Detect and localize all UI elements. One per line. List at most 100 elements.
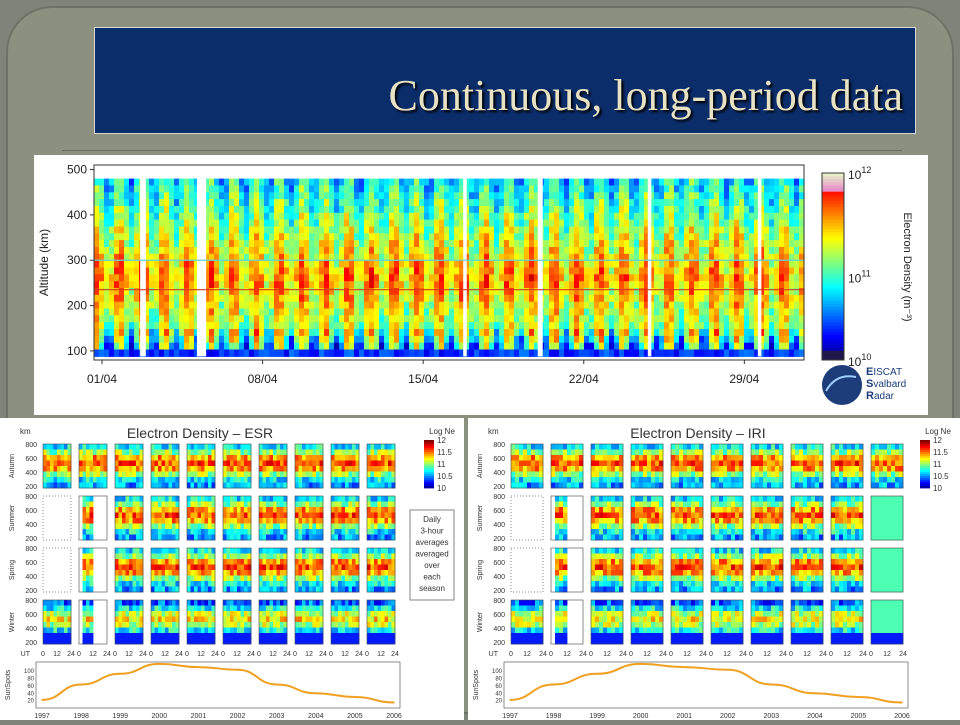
season-label: Winter xyxy=(477,611,484,632)
ut-tick-label: 12 xyxy=(305,651,313,658)
ut-tick-label: 12 xyxy=(763,651,771,658)
unit-label: km xyxy=(20,427,31,436)
mini-y-tick: 800 xyxy=(25,442,37,449)
year-tick-label: 1998 xyxy=(546,713,562,720)
season-cell xyxy=(43,496,71,540)
year-tick-label: 2002 xyxy=(230,713,246,720)
ut-tick-label: 24 xyxy=(779,651,787,658)
season-cell xyxy=(151,548,179,592)
scale-tick-label: 10.5 xyxy=(437,472,453,481)
season-cell xyxy=(223,600,251,644)
ut-tick-label: 24 xyxy=(283,651,291,658)
mini-y-tick: 800 xyxy=(25,598,37,605)
season-label: Autumn xyxy=(9,454,16,478)
mini-y-tick: 200 xyxy=(25,484,37,491)
scale-tick-label: 12 xyxy=(933,436,942,445)
year-tick-label: 2001 xyxy=(676,713,692,720)
ut-tick-label: 12 xyxy=(803,651,811,658)
season-cell xyxy=(151,496,179,540)
note-line: 3-hour xyxy=(420,527,443,536)
scale-tick-label: 10 xyxy=(437,484,446,493)
note-line: averaged xyxy=(415,550,448,559)
year-tick-label: 1997 xyxy=(34,713,50,720)
y-tick-label: 100 xyxy=(67,344,87,358)
season-cell xyxy=(671,548,703,592)
mini-y-tick: 600 xyxy=(493,612,505,619)
year-tick-label: 2004 xyxy=(807,713,823,720)
ut-tick-label: 0 xyxy=(829,651,833,658)
data-gap xyxy=(648,179,652,357)
colorbar-tick-label: 1012 xyxy=(848,165,871,182)
season-cell xyxy=(551,496,583,540)
season-cell xyxy=(367,444,395,488)
mini-y-tick: 600 xyxy=(25,612,37,619)
season-cell xyxy=(331,548,359,592)
season-cell xyxy=(791,496,823,540)
panel-title: Electron Density – IRI xyxy=(630,425,765,441)
season-cell xyxy=(831,548,863,592)
mini-y-tick: 200 xyxy=(493,640,505,647)
logo-text-line: EISCAT xyxy=(866,366,902,378)
data-gap xyxy=(197,179,206,357)
sunspot-tick-label: 60 xyxy=(495,684,502,690)
scale-tick-label: 10.5 xyxy=(933,472,949,481)
season-label: Summer xyxy=(9,504,16,531)
colorbar-label: Electron Density (m⁻³) xyxy=(901,212,913,321)
season-cell xyxy=(223,496,251,540)
season-cell xyxy=(295,600,323,644)
y-axis-label: Altitude (km) xyxy=(37,229,51,296)
year-tick-label: 1997 xyxy=(502,713,518,720)
ut-tick-label: 0 xyxy=(113,651,117,658)
data-gap xyxy=(463,179,467,357)
season-cell xyxy=(259,600,287,644)
sunspot-axis-label: SunSpots xyxy=(473,669,480,700)
ut-tick-label: 0 xyxy=(789,651,793,658)
ut-tick-label: 0 xyxy=(149,651,153,658)
season-cell xyxy=(871,444,903,488)
sunspot-tick-label: 40 xyxy=(495,691,502,697)
sunspot-point xyxy=(159,663,161,665)
season-cell xyxy=(79,600,107,644)
season-cell xyxy=(671,600,703,644)
sunspot-point xyxy=(41,699,43,701)
ut-tick-label: 24 xyxy=(247,651,255,658)
ut-tick-label: 0 xyxy=(549,651,553,658)
season-cell xyxy=(591,444,623,488)
ut-tick-label: 24 xyxy=(319,651,327,658)
ut-tick-label: 24 xyxy=(899,651,907,658)
y-tick-label: 300 xyxy=(67,253,87,267)
ut-tick-label: 24 xyxy=(355,651,363,658)
season-cell xyxy=(711,444,743,488)
sunspot-point xyxy=(727,669,729,671)
sunspot-tick-label: 80 xyxy=(27,677,34,683)
sunspot-point xyxy=(119,673,121,675)
season-cell xyxy=(259,496,287,540)
title-divider xyxy=(62,150,902,151)
sunspot-tick-label: 100 xyxy=(24,669,35,675)
ut-tick-label: 24 xyxy=(859,651,867,658)
mini-y-tick: 600 xyxy=(25,560,37,567)
ut-tick-label: 0 xyxy=(257,651,261,658)
season-cell xyxy=(511,600,543,644)
season-cell xyxy=(187,548,215,592)
ut-tick-label: 12 xyxy=(125,651,133,658)
mini-y-tick: 200 xyxy=(25,640,37,647)
ut-tick-label: 12 xyxy=(233,651,241,658)
sunspot-axis-label: SunSpots xyxy=(5,669,12,700)
ut-tick-label: 12 xyxy=(377,651,385,658)
mini-y-tick: 200 xyxy=(493,536,505,543)
scale-tick-label: 11.5 xyxy=(437,448,453,457)
season-cell xyxy=(511,548,543,592)
season-cell xyxy=(871,600,903,644)
season-cell xyxy=(79,444,107,488)
ut-tick-label: 12 xyxy=(53,651,61,658)
data-gap xyxy=(140,179,146,357)
ut-tick-label: 0 xyxy=(749,651,753,658)
ut-tick-label: 12 xyxy=(883,651,891,658)
sunspot-tick-label: 80 xyxy=(495,677,502,683)
season-label: Winter xyxy=(9,611,16,632)
scale-swatch xyxy=(920,486,930,488)
